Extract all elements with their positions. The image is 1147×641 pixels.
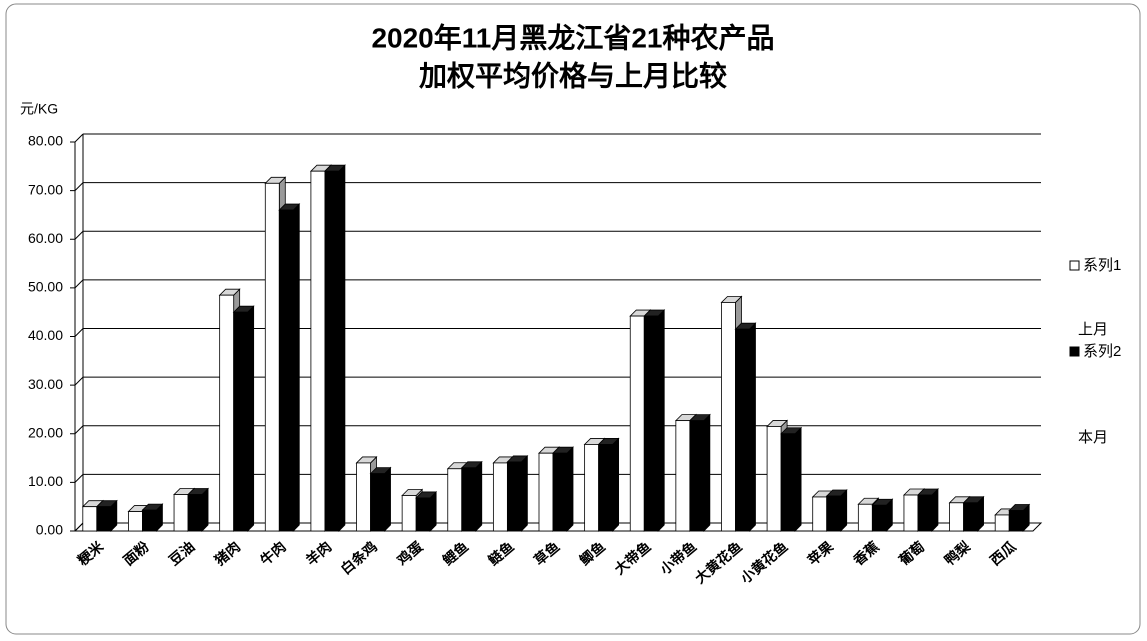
- bar: [903, 494, 919, 532]
- bar: [187, 494, 203, 532]
- legend-label: 系列2: [1083, 343, 1121, 360]
- grid-line: [74, 133, 84, 143]
- bar: [689, 420, 705, 532]
- bar: [401, 495, 417, 532]
- bar-side: [384, 466, 391, 532]
- bar: [949, 502, 964, 532]
- bar-side: [703, 413, 711, 532]
- bar: [492, 462, 508, 532]
- bar-side: [292, 203, 300, 532]
- bar-side: [657, 309, 665, 532]
- bar: [629, 315, 645, 532]
- grid-line: [74, 425, 84, 435]
- bar: [675, 420, 691, 532]
- bar: [142, 509, 157, 532]
- bar: [643, 315, 659, 532]
- legend-label: 系列1: [1083, 257, 1121, 274]
- bar: [264, 182, 280, 532]
- legend-swatch: [1069, 260, 1080, 271]
- bar: [963, 502, 978, 532]
- bar: [356, 462, 371, 532]
- grid-line: [74, 376, 84, 386]
- bar-side: [749, 322, 756, 532]
- bar: [766, 426, 782, 532]
- grid-line: [74, 328, 84, 337]
- bar-side: [794, 426, 802, 532]
- bar-side: [612, 437, 620, 532]
- grid-line: [74, 279, 84, 289]
- bar: [447, 468, 463, 532]
- y-tick-label: 50.00: [28, 279, 63, 295]
- bar: [96, 506, 112, 532]
- bar: [219, 294, 235, 532]
- bar: [826, 495, 842, 532]
- bar: [812, 496, 828, 532]
- y-axis-label: 元/KG: [20, 101, 58, 117]
- bar-side: [247, 305, 255, 532]
- grid-line: [74, 230, 84, 240]
- chart-title: 加权平均价格与上月比较: [419, 59, 727, 91]
- grid-line: [74, 474, 84, 483]
- bar: [128, 511, 143, 532]
- y-tick-label: 20.00: [28, 424, 63, 440]
- y-tick-label: 30.00: [28, 376, 63, 392]
- y-tick-label: 0.00: [36, 522, 63, 538]
- y-tick-label: 80.00: [28, 133, 63, 149]
- y-tick-label: 60.00: [28, 230, 63, 246]
- bar-side: [338, 164, 346, 532]
- bar-side: [566, 446, 574, 532]
- y-tick-label: 10.00: [28, 473, 63, 489]
- bar: [173, 494, 189, 532]
- bar: [994, 514, 1010, 532]
- bar: [857, 503, 873, 532]
- bar: [871, 504, 887, 532]
- bar: [415, 497, 431, 532]
- y-tick-label: 70.00: [28, 181, 63, 197]
- annotation: 本月: [1078, 429, 1108, 446]
- bar: [233, 311, 249, 532]
- bar: [780, 433, 796, 532]
- grid-line: [74, 522, 84, 532]
- grid-line: [74, 182, 84, 191]
- bar-side: [520, 454, 528, 532]
- annotation: 上月: [1078, 321, 1108, 338]
- bar-side: [201, 487, 209, 532]
- bar: [1008, 510, 1024, 532]
- bar-side: [475, 460, 483, 532]
- bar: [917, 494, 933, 532]
- bar-side: [429, 490, 437, 532]
- bar: [506, 461, 522, 532]
- bar-side: [931, 488, 939, 532]
- bar: [598, 444, 614, 532]
- legend-swatch: [1069, 346, 1080, 357]
- bar: [324, 170, 340, 532]
- y-tick-label: 40.00: [28, 327, 63, 343]
- chart-title: 2020年11月黑龙江省21种农产品: [371, 21, 774, 53]
- bar-side: [840, 489, 848, 532]
- bar: [538, 452, 554, 532]
- bar: [370, 473, 385, 532]
- bar: [310, 170, 326, 532]
- bar: [552, 452, 568, 532]
- bar: [721, 302, 736, 532]
- bar: [82, 506, 98, 532]
- bar: [461, 467, 477, 532]
- bar: [735, 328, 750, 532]
- bar: [584, 444, 600, 532]
- bar: [278, 209, 294, 532]
